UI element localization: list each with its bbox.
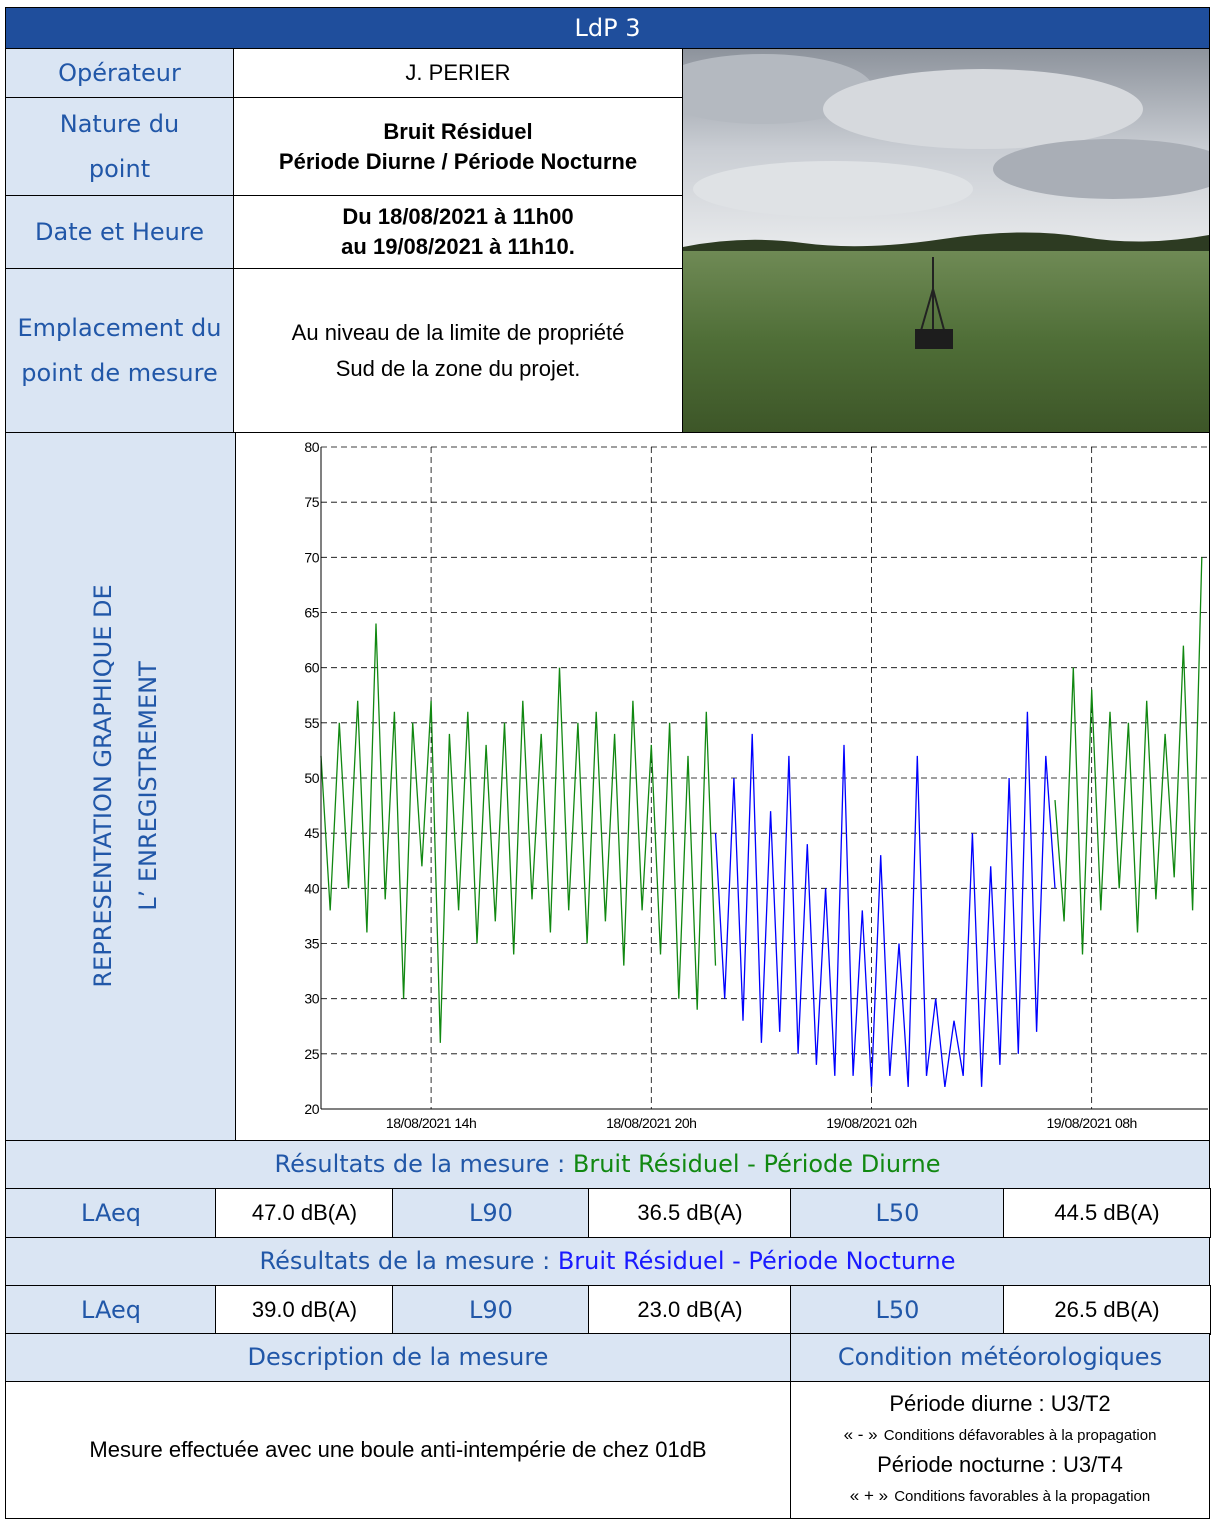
info-label: Emplacement du point de mesure <box>5 268 234 433</box>
y-tick-label: 20 <box>304 1101 319 1117</box>
indicator-label: L50 <box>790 1188 1005 1238</box>
results-heading: Résultats de la mesure : Bruit Résiduel … <box>5 1237 1210 1286</box>
y-tick-label: 25 <box>304 1046 319 1062</box>
meteo-heading: Condition météorologiques <box>790 1333 1210 1382</box>
indicator-value: 39.0 dB(A) <box>215 1285 394 1335</box>
section-label-line: REPRESENTATION GRAPHIQUE DE <box>89 584 117 987</box>
photo-cell <box>682 48 1210 433</box>
y-tick-label: 80 <box>304 439 319 455</box>
info-value: J. PERIER <box>233 48 683 98</box>
y-tick-label: 75 <box>304 494 319 510</box>
info-line: Sud de la zone du projet. <box>335 355 581 381</box>
results-title: Résultats de la mesure : <box>274 1150 566 1178</box>
series-line <box>714 711 1056 1087</box>
meteo-line: Période diurne : U3/T2 <box>889 1391 1111 1416</box>
info-line: Période Diurne / Période Nocturne <box>278 148 638 174</box>
meteo-line: « + » Conditions favorables à la propaga… <box>850 1479 1150 1511</box>
info-value: Du 18/08/2021 à 11h00 au 19/08/2021 à 11h… <box>233 195 683 269</box>
indicator-value: 23.0 dB(A) <box>588 1285 792 1335</box>
indicator-value: 47.0 dB(A) <box>215 1188 394 1238</box>
info-label: Nature du point <box>5 97 234 196</box>
results-period: Bruit Résiduel - Période Diurne <box>572 1150 941 1178</box>
meteo-symbol: « - » <box>843 1425 878 1444</box>
meteo-note: Conditions défavorables à la propagation <box>883 1427 1157 1444</box>
info-line: J. PERIER <box>405 60 511 85</box>
indicator-label: L50 <box>790 1285 1005 1335</box>
description-heading: Description de la mesure <box>5 1333 791 1382</box>
y-tick-label: 70 <box>304 549 319 565</box>
x-tick-label: 19/08/2021 02h <box>826 1115 916 1131</box>
rotated-label: REPRESENTATION GRAPHIQUE DE L’ ENREGISTR… <box>89 584 162 987</box>
info-value: Au niveau de la limite de propriété Sud d… <box>233 268 683 433</box>
indicator-value: 26.5 dB(A) <box>1003 1285 1211 1335</box>
results-title: Résultats de la mesure : <box>259 1247 551 1275</box>
x-tick-label: 18/08/2021 14h <box>386 1115 476 1131</box>
meteo-line: « - » Conditions défavorables à la propa… <box>844 1418 1157 1450</box>
info-label: Opérateur <box>5 48 234 98</box>
chart: 20 25 30 35 40 45 50 55 60 65 70 75 80 18/08/2021 14h… <box>304 439 1208 1131</box>
description-text: Mesure effectuée avec une boule anti-int… <box>5 1381 791 1519</box>
y-tick-label: 55 <box>304 715 319 731</box>
info-value: Bruit Résiduel Période Diurne / Période N… <box>233 97 683 196</box>
sheet-title: LdP 3 <box>5 7 1210 49</box>
info-line: Du 18/08/2021 à 11h00 <box>342 204 574 229</box>
x-tick-label: 18/08/2021 20h <box>606 1115 696 1131</box>
info-line: Bruit Résiduel <box>383 118 533 144</box>
meteo-line: Période nocturne : U3/T4 <box>877 1452 1123 1477</box>
indicator-value: 36.5 dB(A) <box>588 1188 792 1238</box>
indicator-label: LAeq <box>5 1285 217 1335</box>
meteo-symbol: « + » <box>849 1486 889 1505</box>
y-tick-label: 65 <box>304 605 319 621</box>
y-tick-label: 40 <box>304 880 319 896</box>
y-tick-label: 30 <box>304 991 319 1007</box>
x-tick-label: 19/08/2021 08h <box>1047 1115 1137 1131</box>
y-tick-label: 45 <box>304 825 319 841</box>
results-period: Bruit Résiduel - Période Nocturne <box>557 1247 956 1275</box>
info-line: au 19/08/2021 à 11h10. <box>341 234 575 259</box>
chart-cell: 20 25 30 35 40 45 50 55 60 65 70 75 80 18/08/2021 14h… <box>235 432 1210 1141</box>
meteo-body: Période diurne : U3/T2 « - » Conditions … <box>790 1381 1210 1519</box>
series-line <box>320 557 1203 1043</box>
chart-section-label: REPRESENTATION GRAPHIQUE DE L’ ENREGISTR… <box>5 432 236 1141</box>
indicator-value: 44.5 dB(A) <box>1003 1188 1211 1238</box>
meteo-note: Conditions favorables à la propagation <box>894 1488 1151 1505</box>
y-tick-label: 35 <box>304 936 319 952</box>
y-tick-label: 60 <box>304 660 319 676</box>
section-label-line: L’ ENREGISTREMENT <box>134 661 162 911</box>
results-heading: Résultats de la mesure : Bruit Résiduel … <box>5 1140 1210 1189</box>
y-tick-label: 50 <box>304 770 319 786</box>
indicator-label: L90 <box>392 1188 590 1238</box>
info-label: Date et Heure <box>5 195 234 269</box>
info-line: Au niveau de la limite de propriété <box>291 319 625 345</box>
site-photo <box>683 49 1209 432</box>
indicator-label: L90 <box>392 1285 590 1335</box>
indicator-label: LAeq <box>5 1188 217 1238</box>
